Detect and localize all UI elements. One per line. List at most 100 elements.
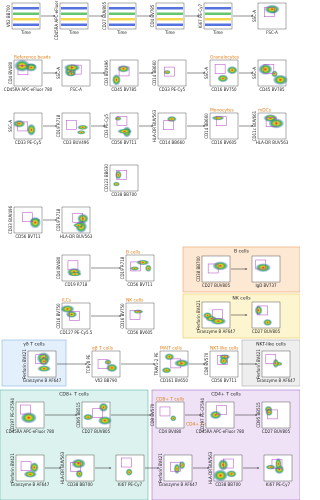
plot-frame [115,454,145,482]
y-axis-label: SSC-A [56,67,61,79]
group-title: NKT-like cells [256,342,286,348]
plot-frame [15,454,45,482]
x-axis-label: HLA-DR BUV563 [256,140,289,145]
density-blob [145,264,152,272]
density-band [157,18,183,21]
gate-shape [265,354,277,364]
gate-shape [97,359,109,369]
gate-label: Reference beads [14,55,51,61]
gate-shape [170,358,182,369]
x-axis-label: CD19 R718 [65,282,88,287]
y-axis-label: CD8 BV570 [150,403,155,426]
gate-shape [216,405,227,415]
x-axis-label: CD4 BV480 [159,429,182,434]
density-blob [60,305,75,313]
gate-shape [214,64,226,74]
gate-shape [69,311,80,321]
density-band [109,23,135,26]
gate-shape [70,462,81,472]
density-blob [133,309,144,314]
x-axis-label: Time [164,30,175,35]
density-blob [213,469,228,482]
x-axis-label: CD45RA APC-eFluor 780 [196,429,245,434]
y-axis-label: SSC-A [252,67,257,79]
x-axis-label: Granzyme B AF647 [23,378,62,383]
density-band [13,18,39,21]
density-blob [77,124,89,130]
y-axis-label: CD19 R718 [56,208,61,231]
x-axis-label: CD38 BB700 [111,192,137,197]
gate-label: MAIT cells [160,346,183,352]
density-band [13,7,39,10]
gate-label: Granulocytes [210,55,240,61]
y-axis-label: CD4 BV785 [150,4,155,27]
density-blob [73,222,84,228]
x-axis-label: CD16 BV605 [211,140,237,145]
density-band [109,18,135,21]
plot-frame [157,59,187,87]
density-blob [161,367,172,374]
x-axis-label: CD27 BUV805 [262,429,291,434]
gate-label: NK cells [126,298,144,304]
y-axis-label: Perforin BV421 [10,453,15,483]
y-axis-label: CD33 BUV496 [8,205,13,234]
density-blob [117,128,132,134]
density-band [157,23,183,26]
gate-label: ILCs [62,298,72,304]
y-axis-label: SSC-A [252,10,257,22]
x-axis-label: Granzyme B AF647 [159,482,198,487]
plot-frame [61,254,91,282]
density-band [205,12,231,15]
y-axis-label: CD197 PE-CF594 [10,398,15,432]
density-blob [255,263,271,272]
x-axis-label: Time [68,30,79,35]
gate-shape [17,65,29,75]
gate-shape [92,408,103,418]
density-blob [227,66,238,75]
density-band [61,23,87,26]
density-band [205,18,231,21]
gate-label: CD4+ T cells [186,422,215,428]
y-axis-label: CD38 BB700 [196,256,201,282]
x-axis-label: CD27 BUV805 [82,429,111,434]
plot-frame [261,401,291,429]
y-axis-label: CD16 BV750 [56,303,61,329]
gate-shape [17,121,28,132]
y-axis-label: TCRγδ PE [86,354,91,374]
density-blob [112,74,121,86]
density-blob [130,266,140,271]
density-band [61,18,87,21]
y-axis-label: CD14 BB660 [152,60,157,86]
y-axis-label: CD4 BV480 [8,61,13,84]
density-band [109,12,135,15]
density-blob [115,170,122,180]
x-axis-label: CD127 PE-Cy5.5 [60,330,93,335]
x-axis-label: CD45RA APC-eFluor 780 [6,429,55,434]
x-axis-label: IgD BV737 [255,283,277,288]
x-axis-label: CD3 BUV496 [63,140,89,145]
density-band [61,7,87,10]
density-blob [68,271,82,277]
density-blob [76,130,86,135]
x-axis-label: CD45 BV785 [259,87,285,92]
density-blob [265,464,276,470]
y-axis-label: Perforin BV421 [158,453,163,483]
density-blob [98,402,108,412]
y-axis-label: Perforin BV421 [256,349,261,379]
gate-shape [35,354,46,364]
gate-shape [164,66,175,77]
gate-label: mDCs [258,108,272,114]
y-axis-label: HLA-DR BUV563 [60,451,65,484]
density-blob [167,116,177,122]
y-axis-label: HLA-DR BUV563 [208,451,213,484]
density-blob [217,74,229,83]
gate-shape [118,66,130,77]
density-blob [112,181,120,187]
gate-shape [116,170,127,180]
gate-shape [20,461,32,471]
density-blob [211,115,225,121]
density-blob [23,470,37,478]
y-axis-label: CD19 R718 [56,114,61,137]
y-axis-label: CD19 R718 [120,256,125,279]
